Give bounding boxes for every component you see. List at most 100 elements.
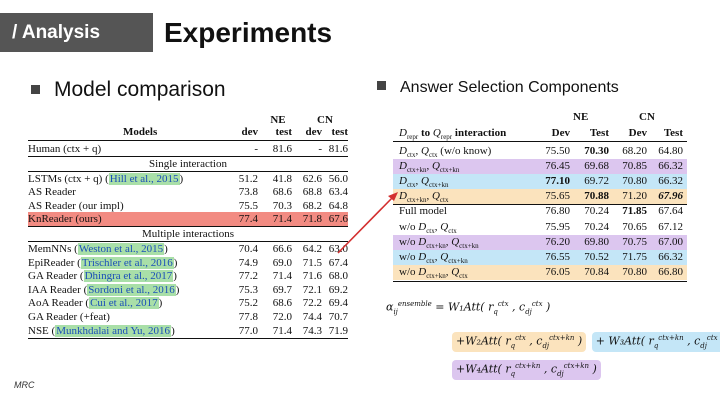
cell-value: 74.3 (302, 324, 322, 337)
cell-value: 73.8 (238, 186, 258, 199)
cell-value: - (318, 143, 322, 155)
component-label: Dctx, Qctx (w/o know) (399, 145, 492, 160)
cell-value: 70.80 (622, 265, 647, 278)
cell-value: 76.55 (545, 250, 570, 263)
cell-value: 64.8 (328, 199, 348, 212)
cell-value: 71.8 (302, 213, 322, 226)
component-label: w/o Dctx+kn, Qctx+kn (399, 235, 479, 250)
cell-value: 69.68 (584, 160, 609, 173)
formula-term-w3: + W₃Att( rqctx+kn , cdjctx ) (591, 332, 720, 352)
formula-line-1: αijensemble = W₁Att( rqctx , cdjctx ) (386, 300, 551, 316)
citation-link[interactable]: Weston et al., 2015 (77, 243, 165, 255)
cell-value: 71.85 (622, 205, 647, 218)
cell-value: 63.4 (328, 186, 348, 199)
model-name: EpiReader (Trischler et al., 2016) (28, 256, 178, 269)
model-name: GA Reader (+feat) (28, 311, 110, 323)
group-header-ne: NE (573, 111, 589, 123)
section-header: Multiple interactions (28, 227, 348, 242)
formula-line-2: +W₂Att( rqctx , cdjctx+kn ) + W₃Att( rqc… (452, 332, 720, 352)
cell-value: 70.3 (272, 199, 292, 212)
cell-value: 77.10 (545, 175, 570, 188)
arrow-head-icon (388, 192, 398, 201)
cell-value: 72.2 (302, 297, 322, 310)
bullet-square-icon (377, 81, 386, 90)
cell-value: 51.2 (238, 172, 258, 185)
cell-value: 69.2 (328, 283, 348, 296)
cell-value: 70.65 (622, 220, 647, 233)
cell-value: 71.4 (272, 213, 292, 226)
model-name: AoA Reader (Cui et al., 2017) (28, 297, 163, 310)
formula-line-3: +W₄Att( rqctx+kn , cdjctx+kn ) (452, 360, 601, 380)
cell-value: 77.4 (238, 213, 258, 226)
cell-value: 74.9 (238, 256, 258, 269)
cell-value: 67.4 (328, 256, 348, 269)
formula-term-w2: +W₂Att( rqctx , cdjctx+kn ) (452, 332, 587, 352)
cell-value: 68.0 (328, 270, 348, 283)
group-header-ne: NE (270, 114, 286, 126)
citation-link[interactable]: Munkhdalai and Yu, 2016 (55, 324, 172, 337)
model-name: MemNNs (Weston et al., 2015) (28, 243, 168, 255)
cell-value: 67.64 (658, 205, 683, 218)
model-name: GA Reader (Dhingra et al., 2017) (28, 270, 177, 283)
cell-value: 81.6 (328, 143, 348, 155)
cell-value: 62.6 (302, 172, 322, 185)
cell-value: 69.4 (328, 297, 348, 310)
answer-selection-table: NE CN Drepr to Qrepr interaction Dev Tes… (393, 110, 687, 282)
citation-link[interactable]: Dhingra et al., 2017 (83, 270, 174, 283)
slide-title: Experiments (164, 17, 333, 48)
cell-value: 77.2 (238, 270, 258, 283)
cell-value: 71.75 (622, 250, 647, 263)
cell-value: 64.80 (658, 145, 683, 157)
citation-link[interactable]: Trischler et al., 2016 (80, 256, 174, 269)
column-header: test (275, 126, 293, 138)
column-header: dev (241, 126, 259, 138)
column-header: test (331, 126, 349, 138)
row-highlight (393, 189, 687, 205)
bullet-label: Model comparison (54, 78, 226, 101)
cell-value: 56.0 (328, 172, 348, 185)
table-row: KnReader (ours) 77.4 71.4 71.8 67.6 (28, 212, 348, 228)
table-rule (28, 226, 348, 227)
arrow-line (337, 196, 394, 254)
cell-value: 66.32 (658, 175, 683, 188)
component-label: w/o Dctx+kn, Qctx (399, 265, 468, 280)
row-highlight (393, 159, 687, 175)
section-label: Single interaction (149, 157, 227, 170)
cell-value: 76.05 (545, 265, 570, 278)
citation-link[interactable]: Hill et al., 2015 (108, 172, 180, 185)
cell-value: 77.8 (238, 311, 258, 323)
cell-value: 72.1 (302, 283, 322, 296)
cell-value: 67.96 (658, 190, 683, 203)
cell-value: 70.52 (584, 250, 609, 263)
cell-value: 66.32 (658, 250, 683, 263)
row-highlight (393, 264, 687, 280)
section-header: Single interaction (28, 157, 348, 172)
table-rule (28, 140, 348, 141)
column-header: Dev (628, 127, 647, 139)
cell-value: 63.0 (328, 243, 348, 255)
cell-value: 69.72 (584, 175, 609, 188)
cell-value: 70.30 (584, 145, 609, 157)
cell-value: 64.2 (302, 243, 322, 255)
cell-value: 75.65 (545, 190, 570, 203)
formula-term-w4: +W₄Att( rqctx+kn , cdjctx+kn ) (452, 360, 601, 380)
table-rule (28, 338, 348, 340)
cell-value: 66.80 (658, 265, 683, 278)
cell-value: 68.2 (302, 199, 322, 212)
cell-value: 71.20 (622, 190, 647, 203)
column-header: Dev (551, 127, 570, 139)
citation-link[interactable]: Sordoni et al., 2016 (87, 283, 176, 296)
cell-value: 71.4 (272, 324, 292, 337)
component-label: Dctx+kn, Qctx (399, 190, 449, 205)
model-comparison-table: NE CN Models dev test dev test Human (ct… (28, 113, 348, 348)
cell-value: 69.7 (272, 283, 292, 296)
table-rule (28, 241, 348, 242)
cell-value: 67.12 (658, 220, 683, 233)
model-name: AS Reader (28, 186, 76, 199)
model-name: NSE (Munkhdalai and Yu, 2016) (28, 324, 175, 337)
cell-value: 70.84 (584, 265, 609, 278)
citation-link[interactable]: Cui et al., 2017 (89, 297, 159, 310)
cell-value: 72.0 (272, 311, 292, 323)
cell-value: 69.80 (584, 235, 609, 248)
cell-value: 77.0 (238, 324, 258, 337)
